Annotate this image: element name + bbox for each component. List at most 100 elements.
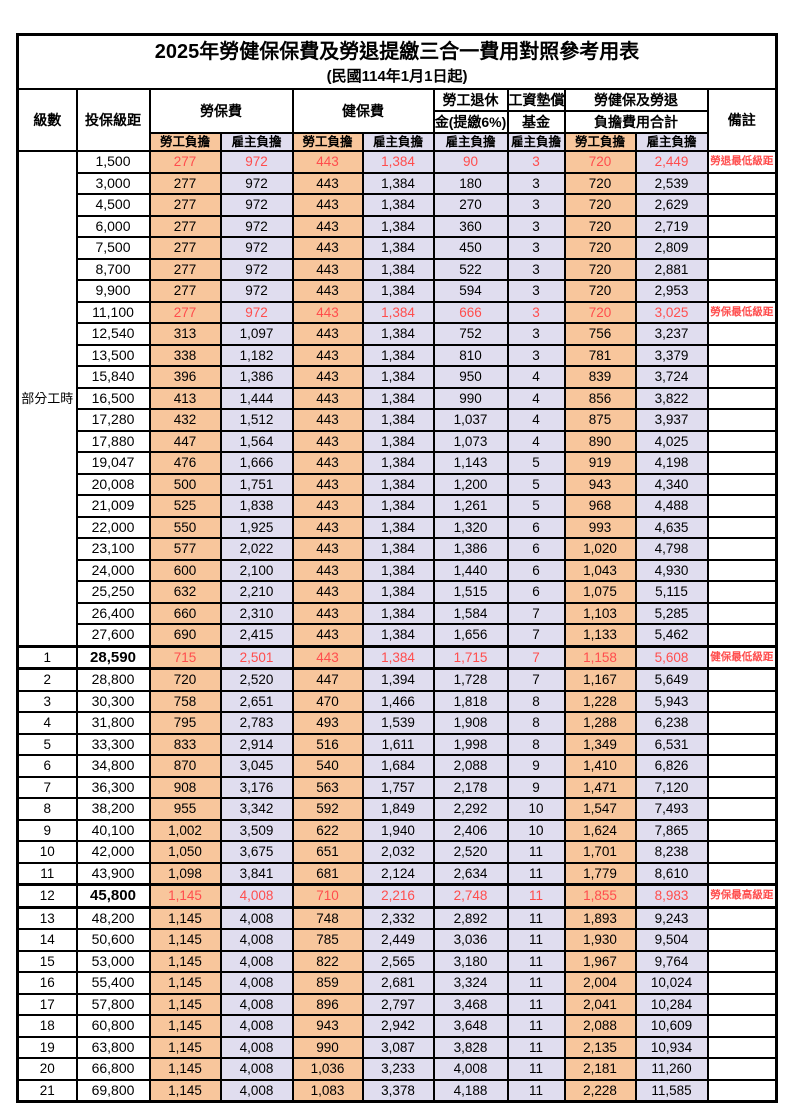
pension_employer-cell: 2,892: [432, 906, 509, 930]
health_worker-cell: 443: [291, 472, 364, 496]
bracket-cell: 17,880: [75, 429, 151, 453]
pension_employer-cell: 3,648: [432, 1014, 509, 1038]
pension_employer-cell: 2,406: [432, 818, 509, 842]
health_employer-cell: 3,233: [361, 1057, 435, 1081]
total_worker-cell: 1,075: [563, 580, 637, 604]
grade-cell: 17: [16, 992, 78, 1016]
health_employer-cell: 1,384: [361, 472, 435, 496]
fund_employer-cell: 9: [506, 754, 566, 778]
bracket-cell: 60,800: [75, 1014, 151, 1038]
health_employer-cell: 2,681: [361, 971, 435, 995]
table-row: 15,840 396 1,386 443 1,384 950 4 839 3,724: [18, 365, 778, 389]
health_employer-cell: 1,757: [361, 775, 435, 799]
labor_worker-cell: 833: [148, 732, 222, 756]
total_worker-cell: 943: [563, 472, 637, 496]
bracket-cell: 48,200: [75, 906, 151, 930]
total_worker-cell: 890: [563, 429, 637, 453]
header-grade: 級數: [16, 88, 78, 152]
subheader-labor-worker: 勞工負擔: [148, 132, 222, 152]
bracket-cell: 53,000: [75, 949, 151, 973]
health_employer-cell: 2,565: [361, 949, 435, 973]
fund_employer-cell: 8: [506, 711, 566, 735]
table-row: 13 48,200 1,145 4,008 748 2,332 2,892 11 1,893 9,…: [16, 906, 778, 930]
pension_employer-cell: 3,324: [432, 971, 509, 995]
bracket-cell: 20,008: [75, 472, 151, 496]
note-cell: [706, 906, 778, 930]
total_worker-cell: 839: [563, 365, 637, 389]
labor_employer-cell: 3,841: [219, 861, 294, 886]
health_employer-cell: 1,940: [361, 818, 435, 842]
fund_employer-cell: 8: [506, 689, 566, 713]
grade-cell: 9: [16, 818, 78, 842]
bracket-cell: 69,800: [75, 1078, 151, 1103]
pension_employer-cell: 270: [432, 193, 509, 217]
fund_employer-cell: 3: [506, 236, 566, 260]
labor_worker-cell: 313: [148, 322, 222, 346]
health_employer-cell: 3,087: [361, 1035, 435, 1059]
note-cell: [706, 257, 778, 281]
pension_employer-cell: 3,180: [432, 949, 509, 973]
page-subtitle: (民國114年1月1日起): [326, 68, 468, 85]
health_worker-cell: 516: [291, 732, 364, 756]
total_employer-cell: 2,449: [634, 150, 709, 174]
health_worker-cell: 443: [291, 322, 364, 346]
labor_employer-cell: 2,210: [219, 580, 294, 604]
note-cell: [706, 754, 778, 778]
total_worker-cell: 2,181: [563, 1057, 637, 1081]
total_worker-cell: 968: [563, 494, 637, 518]
health_worker-cell: 1,083: [291, 1078, 364, 1103]
table-row: 26,400 660 2,310 443 1,384 1,584 7 1,103 5,285: [18, 601, 778, 625]
total_employer-cell: 4,340: [634, 472, 709, 496]
total_worker-cell: 856: [563, 386, 637, 410]
pension_employer-cell: 1,037: [432, 408, 509, 432]
pension_employer-cell: 1,440: [432, 558, 509, 582]
bracket-cell: 9,900: [75, 279, 151, 303]
total_worker-cell: 720: [563, 257, 637, 281]
bracket-cell: 66,800: [75, 1057, 151, 1081]
pension_employer-cell: 1,728: [432, 667, 509, 692]
bracket-cell: 22,000: [75, 515, 151, 539]
health_worker-cell: 592: [291, 797, 364, 821]
bracket-cell: 45,800: [75, 883, 151, 909]
table-row: 24,000 600 2,100 443 1,384 1,440 6 1,043 4,930: [18, 558, 778, 582]
health_employer-cell: 1,384: [361, 257, 435, 281]
total_employer-cell: 5,943: [634, 689, 709, 713]
health_worker-cell: 443: [291, 150, 364, 174]
total_employer-cell: 2,809: [634, 236, 709, 260]
pension_employer-cell: 1,998: [432, 732, 509, 756]
labor_worker-cell: 870: [148, 754, 222, 778]
pension_employer-cell: 180: [432, 171, 509, 195]
labor_worker-cell: 1,145: [148, 1057, 222, 1081]
health_employer-cell: 1,384: [361, 601, 435, 625]
pension_employer-cell: 2,292: [432, 797, 509, 821]
bracket-cell: 17,280: [75, 408, 151, 432]
table-row: 5 33,300 833 2,914 516 1,611 1,998 8 1,349 6,531: [16, 732, 778, 756]
labor_worker-cell: 500: [148, 472, 222, 496]
total_employer-cell: 5,115: [634, 580, 709, 604]
pension_employer-cell: 666: [432, 300, 509, 324]
labor_worker-cell: 550: [148, 515, 222, 539]
bracket-cell: 27,600: [75, 623, 151, 647]
total_worker-cell: 1,158: [563, 644, 637, 670]
pension_employer-cell: 3,468: [432, 992, 509, 1016]
grade-cell: 19: [16, 1035, 78, 1059]
labor_worker-cell: 525: [148, 494, 222, 518]
header-row-2: 金(提繳6%) 基金 負擔費用合計: [18, 110, 777, 134]
labor_worker-cell: 1,145: [148, 1078, 222, 1103]
labor_worker-cell: 277: [148, 300, 222, 324]
fund_employer-cell: 10: [506, 797, 566, 821]
health_worker-cell: 443: [291, 494, 364, 518]
pension_employer-cell: 810: [432, 343, 509, 367]
note-cell: [706, 236, 778, 260]
labor_worker-cell: 690: [148, 623, 222, 647]
labor_worker-cell: 1,145: [148, 1014, 222, 1038]
total_worker-cell: 1,043: [563, 558, 637, 582]
table-row: 3,000 277 972 443 1,384 180 3 720 2,539: [18, 171, 778, 195]
bracket-cell: 55,400: [75, 971, 151, 995]
note-cell: 勞保最高級距: [706, 883, 778, 909]
health_worker-cell: 748: [291, 906, 364, 930]
labor_worker-cell: 908: [148, 775, 222, 799]
total_worker-cell: 1,103: [563, 601, 637, 625]
fund_employer-cell: 11: [506, 928, 566, 952]
pension_employer-cell: 450: [432, 236, 509, 260]
